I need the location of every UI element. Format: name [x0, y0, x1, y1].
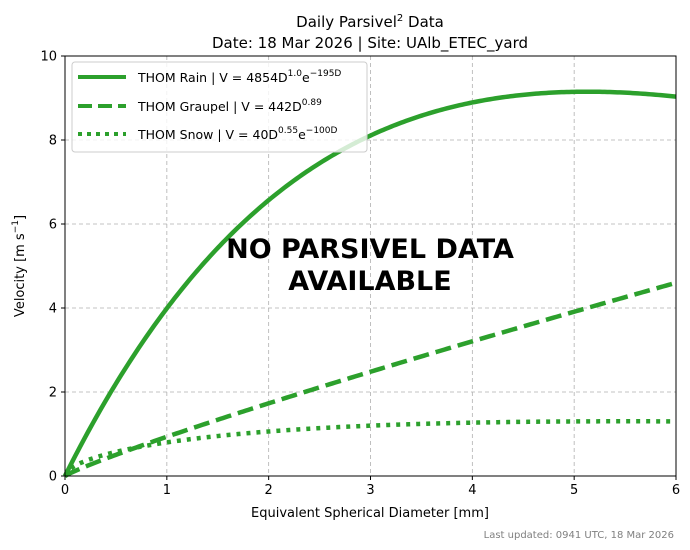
series-line-thom-rain [62, 89, 677, 478]
x-tick-label: 0 [61, 483, 69, 498]
x-axis-label: Equivalent Spherical Diameter [mm] [251, 506, 489, 521]
legend: THOM Rain | V = 4854D1.0e−195D THOM Grau… [71, 61, 368, 153]
x-tick-label: 2 [265, 483, 273, 498]
y-tick-label: 8 [49, 134, 57, 149]
last-updated-note: Last updated: 0941 UTC, 18 Mar 2026 [484, 530, 674, 541]
no-data-overlay-line1: NO PARSIVEL DATA [226, 234, 514, 265]
y-axis-label: Velocity [m s−1] [11, 215, 28, 317]
plot-frame [64, 55, 677, 477]
series-group [62, 89, 677, 478]
x-tick-label: 5 [570, 483, 578, 498]
legend-label-graupel: THOM Graupel | V = 442D0.89 [137, 98, 322, 114]
y-tick-label: 0 [49, 470, 57, 485]
legend-label-snow: THOM Snow | V = 40D0.55e−100D [137, 126, 338, 142]
no-data-overlay-line2: AVAILABLE [288, 266, 451, 297]
x-tick-label: 6 [672, 483, 680, 498]
y-tick-label: 10 [40, 50, 57, 65]
y-tick-label: 6 [49, 218, 57, 233]
y-tick-label: 4 [49, 302, 57, 317]
legend-box [71, 61, 368, 153]
x-tick-label: 1 [163, 483, 171, 498]
series-line-thom-graupel [63, 280, 677, 478]
chart-title-line1: Daily Parsivel2 Data [296, 13, 444, 31]
chart-title-line2: Date: 18 Mar 2026 | Site: UAlb_ETEC_yard [212, 34, 528, 53]
y-tick-label: 2 [49, 386, 57, 401]
legend-label-rain: THOM Rain | V = 4854D1.0e−195D [137, 69, 341, 85]
x-tick-label: 3 [366, 483, 374, 498]
x-tick-label: 4 [468, 483, 476, 498]
axis-ticks: 0 1 2 3 4 5 6 0 2 4 6 8 10 [40, 50, 680, 499]
